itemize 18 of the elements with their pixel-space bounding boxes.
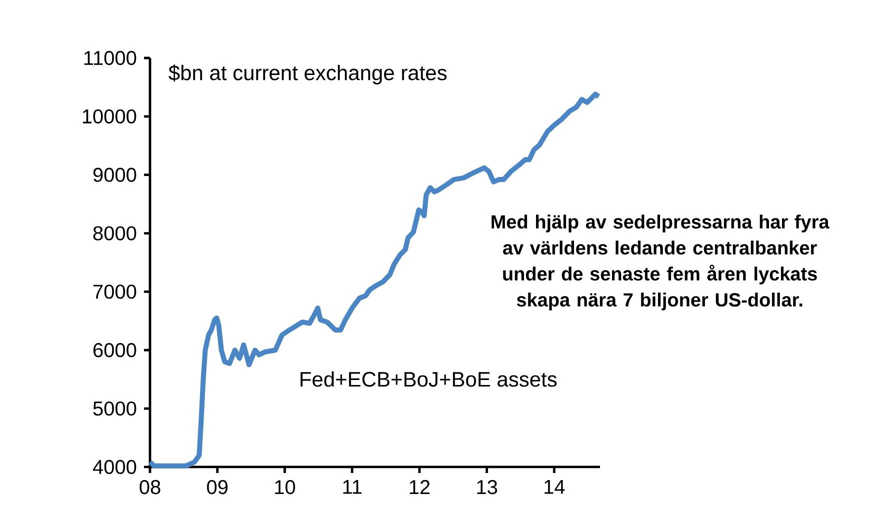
- y-tick-label: 6000: [93, 343, 136, 358]
- x-tick-label: 10: [275, 480, 296, 494]
- y-tick-label: 9000: [93, 168, 136, 182]
- x-tick-label: 12: [410, 480, 430, 494]
- x-tick-label: 14: [544, 480, 565, 494]
- y-tick-label: 11000: [84, 50, 136, 66]
- annotation: $bn at current exchange rates: [168, 64, 447, 84]
- y-tick-label: 4000: [92, 460, 136, 474]
- x-tick-label: 13: [477, 480, 498, 494]
- annotation: Fed+ECB+BoJ+BoE assets: [300, 371, 557, 387]
- annotation: Med hjälp av sedelpressarna har fyra av världens ledande centralbanker under de senaste fem åren lyckats skapa nära 7 biljoner US-dollar.: [492, 214, 830, 310]
- x-tick-label: 11: [343, 480, 362, 494]
- x-tick-label: 08: [140, 480, 160, 494]
- y-tick-label: 7000: [94, 284, 136, 299]
- x-tick-label: 09: [207, 480, 228, 494]
- y-tick-label: 5000: [93, 401, 136, 416]
- y-tick-label: 8000: [93, 226, 136, 240]
- y-tick-label: 10000: [82, 109, 136, 124]
